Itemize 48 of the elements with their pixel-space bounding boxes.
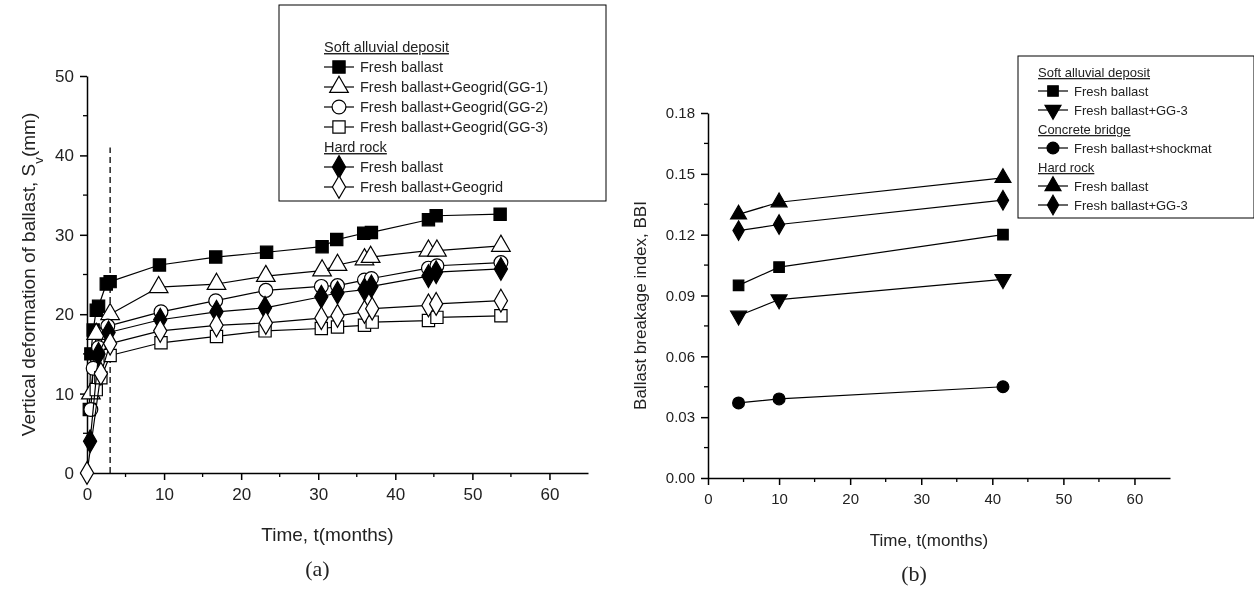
y-axis-title: Ballast breakage index, BBI — [631, 201, 650, 410]
text: (b) — [901, 561, 927, 586]
y-tick-label: 0.03 — [665, 408, 695, 426]
text: (a) — [305, 556, 330, 581]
x-tick-label: 20 — [232, 485, 252, 505]
y-tick-label: 0.09 — [665, 286, 695, 304]
annotation: Concrete bridge — [1038, 122, 1131, 137]
x-tick-label: 20 — [842, 489, 859, 507]
x-axis-title: Time, t(months) — [261, 524, 394, 545]
x-tick-label: 30 — [913, 489, 931, 507]
x-axis-title: Time, t(months) — [869, 531, 989, 550]
x-tick-label: 30 — [309, 485, 329, 505]
text: Soft alluvial deposit — [1038, 65, 1151, 80]
legend-label: Fresh ballast+GG-3 — [1074, 103, 1188, 118]
x-tick-label: 50 — [463, 485, 483, 505]
x-tick-label: 40 — [984, 489, 1002, 507]
legend-label: Fresh ballast — [1074, 84, 1149, 99]
y-tick-label: 0 — [64, 463, 74, 483]
y-tick-label: 20 — [55, 305, 74, 325]
legend-label: Fresh ballast — [1074, 179, 1149, 194]
y-tick-label: 0.18 — [665, 104, 695, 122]
y-tick-label: 50 — [55, 66, 74, 86]
y-tick-label: 0.12 — [665, 225, 695, 243]
legend-label: Fresh ballast+Geogrid — [360, 179, 504, 195]
x-tick-label: 60 — [540, 485, 560, 505]
x-tick-label: 60 — [1126, 489, 1144, 507]
x-tick-label: 10 — [155, 485, 175, 505]
legend-label: Fresh ballast+shockmat — [1074, 141, 1213, 156]
annotation: Hard rock — [1038, 160, 1095, 175]
legend-label: Fresh ballast+Geogrid(GG-2) — [360, 99, 549, 115]
legend-label: Fresh ballast+GG-3 — [1074, 198, 1188, 213]
x-tick-label: 50 — [1055, 489, 1073, 507]
annotation: Hard rock — [324, 139, 388, 155]
y-tick-label: 0.15 — [665, 165, 695, 183]
y-tick-label: 10 — [55, 384, 74, 404]
x-tick-label: 0 — [704, 489, 713, 507]
y-tick-label: 40 — [55, 146, 74, 166]
legend-label: Fresh ballast+Geogrid(GG-1) — [360, 79, 549, 95]
y-tick-label: 0.00 — [665, 469, 695, 487]
legend-label: Fresh ballast — [360, 59, 444, 75]
x-tick-label: 10 — [771, 489, 788, 507]
y-tick-label: 30 — [55, 225, 74, 245]
x-tick-label: 40 — [386, 485, 406, 505]
legend-label: Fresh ballast — [360, 159, 444, 175]
legend-label: Fresh ballast+Geogrid(GG-3) — [360, 119, 549, 135]
text: Soft alluvial deposit — [324, 39, 449, 55]
y-tick-label: 0.06 — [665, 347, 695, 365]
x-tick-label: 0 — [82, 485, 93, 505]
